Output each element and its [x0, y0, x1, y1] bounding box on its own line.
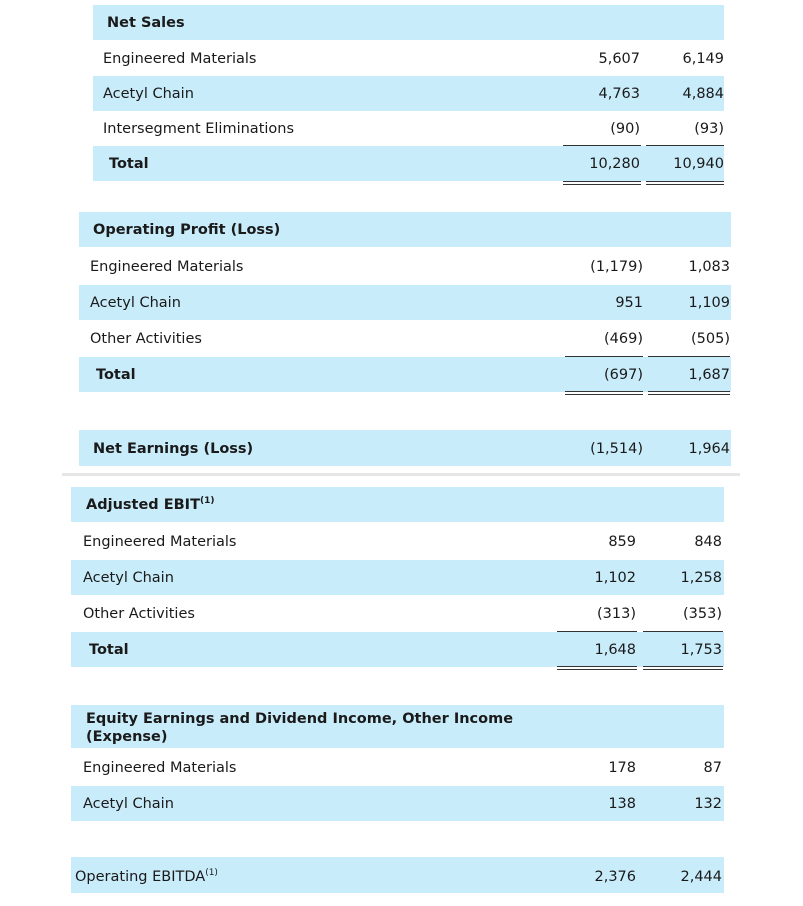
row-label: Engineered Materials [83, 534, 237, 550]
operating-ebitda-row [71, 857, 724, 893]
operating-ebitda-label: Operating EBITDA(1) [75, 868, 218, 886]
total-value: 1,753 [680, 642, 722, 658]
total-value: 1,648 [594, 642, 636, 658]
row-label: Acetyl Chain [83, 796, 174, 812]
row-value: 1,258 [680, 570, 722, 586]
footnote-marker: (1) [205, 868, 218, 879]
row-band [79, 357, 731, 392]
row-label: Engineered Materials [90, 259, 244, 275]
subtotal-rule [565, 356, 643, 357]
equity-earnings-title-line2: (Expense) [86, 729, 168, 745]
total-value: (697) [604, 367, 643, 383]
row-value: 5,607 [598, 51, 640, 67]
operating-ebitda-label-text: Operating EBITDA [75, 869, 206, 885]
row-value: 4,884 [682, 86, 724, 102]
row-value: (353) [683, 606, 722, 622]
row-value: (93) [694, 121, 724, 137]
row-value: 1,102 [594, 570, 636, 586]
row-value: 859 [608, 534, 636, 550]
subtotal-rule [648, 356, 730, 357]
total-label: Total [89, 642, 129, 658]
operating-profit-header [79, 212, 731, 247]
net-earnings-label: Net Earnings (Loss) [93, 441, 254, 457]
row-band [93, 146, 724, 181]
operating-profit-title: Operating Profit (Loss) [93, 222, 281, 238]
net-earnings-row [79, 430, 731, 466]
subtotal-rule [557, 631, 637, 632]
footnote-marker: (1) [199, 496, 215, 507]
row-value: 132 [694, 796, 722, 812]
total-value: 10,940 [673, 156, 724, 172]
row-label: Intersegment Eliminations [103, 121, 295, 137]
row-value: 1,109 [688, 295, 730, 311]
row-band [79, 285, 731, 320]
row-label: Acetyl Chain [103, 86, 194, 102]
total-value: 1,687 [688, 367, 730, 383]
row-label: Other Activities [90, 331, 202, 347]
total-double-rule [563, 181, 641, 185]
net-sales-header [93, 5, 724, 40]
row-value: 6,149 [682, 51, 724, 67]
row-label: Engineered Materials [83, 760, 237, 776]
subtotal-rule [563, 145, 641, 146]
row-value: (313) [597, 606, 636, 622]
row-value: 1,083 [688, 259, 730, 275]
row-value: 178 [608, 760, 636, 776]
row-value: (1,179) [590, 259, 643, 275]
row-value: (90) [610, 121, 640, 137]
net-sales-title: Net Sales [107, 15, 185, 31]
row-label: Engineered Materials [103, 51, 257, 67]
row-band [93, 76, 724, 111]
row-value: 138 [608, 796, 636, 812]
equity-earnings-header [71, 705, 724, 748]
total-label: Total [109, 156, 149, 172]
row-value: 951 [615, 295, 643, 311]
adjusted-ebit-header [71, 487, 724, 522]
row-band [71, 560, 724, 595]
total-label: Total [96, 367, 136, 383]
total-double-rule [643, 666, 723, 670]
row-value: (469) [604, 331, 643, 347]
subtotal-rule [646, 145, 724, 146]
row-value: 848 [694, 534, 722, 550]
row-value: 87 [703, 760, 722, 776]
adjusted-ebit-title: Adjusted EBIT(1) [86, 496, 214, 514]
operating-ebitda-value: 2,444 [680, 869, 722, 885]
row-label: Acetyl Chain [83, 570, 174, 586]
total-value: 10,280 [589, 156, 640, 172]
net-earnings-value: (1,514) [590, 441, 643, 457]
row-label: Other Activities [83, 606, 195, 622]
equity-earnings-title-line1: Equity Earnings and Dividend Income, Oth… [86, 711, 514, 727]
total-double-rule [646, 181, 724, 185]
total-double-rule [557, 666, 637, 670]
row-band [71, 786, 724, 821]
subtotal-rule [643, 631, 723, 632]
row-label: Acetyl Chain [90, 295, 181, 311]
operating-ebitda-value: 2,376 [594, 869, 636, 885]
divider [62, 473, 740, 476]
adjusted-ebit-title-text: Adjusted EBIT [86, 497, 200, 513]
total-double-rule [648, 391, 730, 395]
row-band [71, 632, 724, 667]
total-double-rule [565, 391, 643, 395]
row-value: 4,763 [598, 86, 640, 102]
row-value: (505) [691, 331, 730, 347]
net-earnings-value: 1,964 [688, 441, 730, 457]
